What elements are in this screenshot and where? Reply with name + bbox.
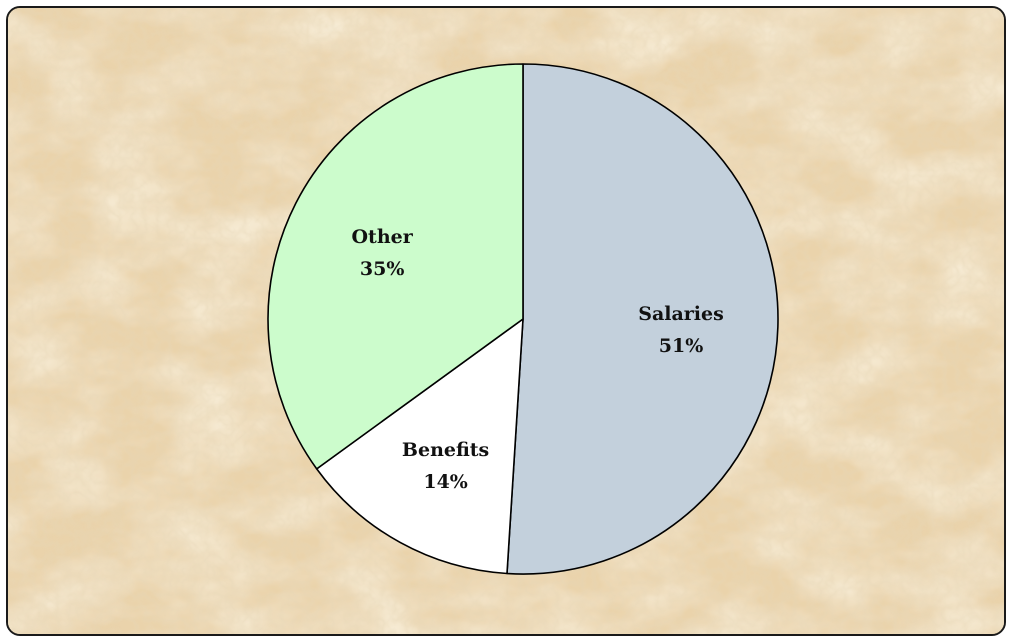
pie-slice-salaries [506, 63, 779, 575]
slice-label-salaries: Salaries [638, 303, 724, 325]
pie-labels: Salaries 51% Benefits 14% Other 35% [352, 226, 724, 493]
slice-value-benefits: 14% [423, 471, 468, 493]
slice-value-salaries: 51% [659, 335, 704, 357]
pie-slice-other [267, 63, 524, 470]
pie-chart: Salaries 51% Benefits 14% Other 35% [8, 8, 1004, 634]
pie-slice-benefits [315, 318, 524, 575]
chart-frame: Salaries 51% Benefits 14% Other 35% [6, 6, 1006, 636]
pie-slices [267, 63, 779, 575]
slice-value-other: 35% [360, 258, 405, 280]
slice-label-other: Other [352, 226, 414, 248]
slice-label-benefits: Benefits [402, 439, 489, 461]
